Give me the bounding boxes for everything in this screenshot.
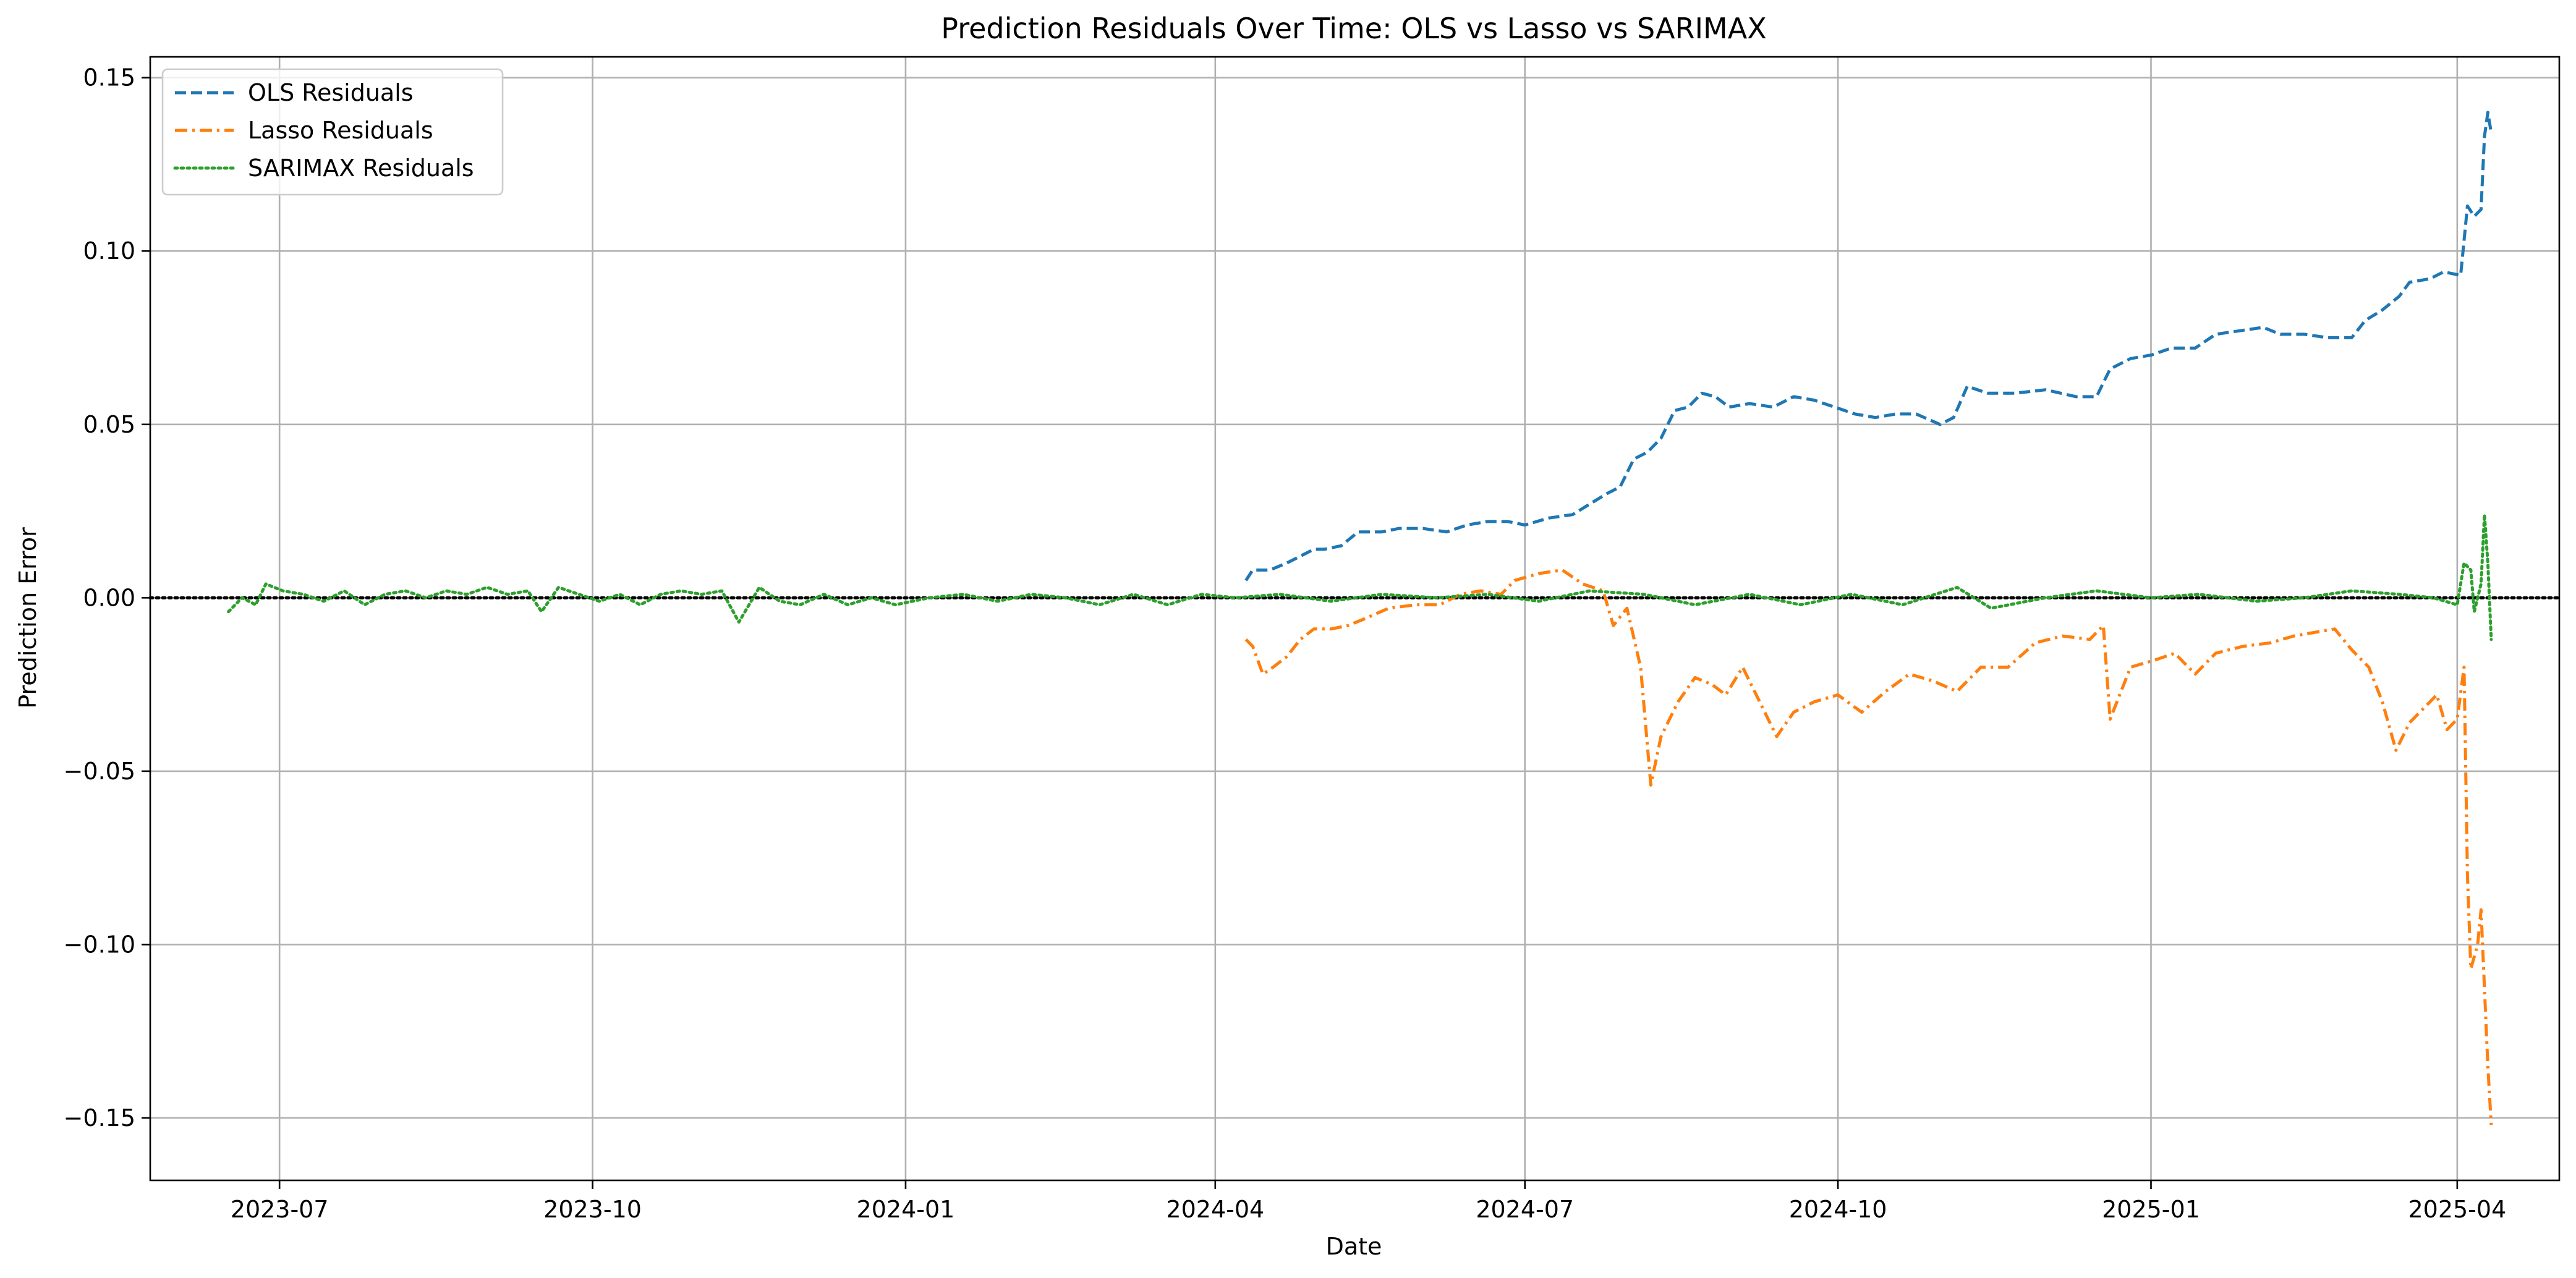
y-tick-label: 0.10 bbox=[83, 237, 135, 264]
series-line-1 bbox=[1244, 111, 2493, 582]
legend-label-1: OLS Residuals bbox=[248, 79, 414, 106]
series-line-2 bbox=[1244, 568, 2493, 1125]
legend-label-2: Lasso Residuals bbox=[248, 117, 433, 144]
x-tick-label: 2024-04 bbox=[1166, 1196, 1264, 1223]
series-lines bbox=[148, 111, 2561, 1125]
x-axis-label: Date bbox=[1326, 1233, 1382, 1260]
x-tick-label: 2024-10 bbox=[1789, 1196, 1887, 1223]
grid-lines bbox=[150, 57, 2559, 1180]
x-tick-label: 2025-01 bbox=[2102, 1196, 2200, 1223]
y-tick-label: −0.15 bbox=[64, 1104, 135, 1132]
x-tick-label: 2023-07 bbox=[231, 1196, 329, 1223]
legend: OLS Residuals Lasso Residuals SARIMAX Resi… bbox=[161, 68, 504, 196]
axes bbox=[142, 56, 2561, 1189]
y-tick-label: −0.10 bbox=[64, 931, 135, 958]
plot-frame bbox=[149, 56, 2561, 1182]
y-tick-label: 0.05 bbox=[83, 411, 135, 438]
x-tick-label: 2024-01 bbox=[857, 1196, 955, 1223]
chart-title: Prediction Residuals Over Time: OLS vs L… bbox=[941, 12, 1766, 45]
x-tick-label: 2025-04 bbox=[2408, 1196, 2506, 1223]
y-axis-label: Prediction Error bbox=[14, 527, 41, 709]
x-tick-label: 2024-07 bbox=[1476, 1196, 1574, 1223]
legend-label-3: SARIMAX Residuals bbox=[248, 154, 474, 182]
legend-box bbox=[161, 68, 504, 196]
tick-labels: 2023-07 2023-10 2024-01 2024-04 2024-07 2024-… bbox=[64, 64, 2507, 1223]
y-tick-label: 0.15 bbox=[83, 64, 135, 91]
x-tick-label: 2023-10 bbox=[543, 1196, 642, 1223]
y-tick-label: 0.00 bbox=[83, 584, 135, 611]
y-tick-label: −0.05 bbox=[64, 758, 135, 785]
series-line-3 bbox=[227, 513, 2493, 641]
